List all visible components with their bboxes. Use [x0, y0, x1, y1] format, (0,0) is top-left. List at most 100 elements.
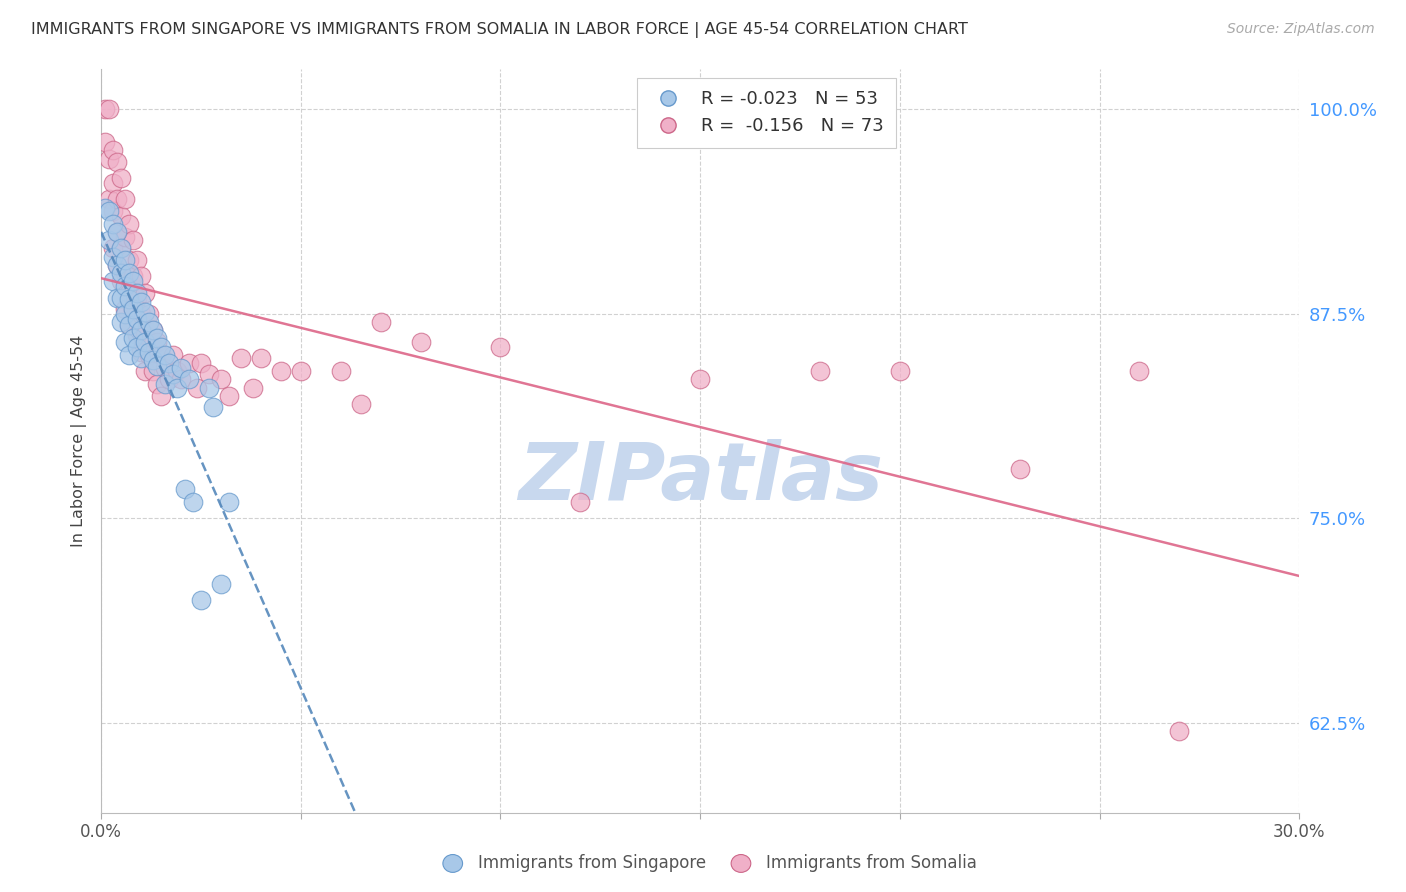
Point	[162, 348, 184, 362]
Point	[129, 295, 152, 310]
Point	[125, 328, 148, 343]
Point	[250, 351, 273, 365]
Text: Immigrants from Singapore: Immigrants from Singapore	[478, 855, 706, 872]
Point	[138, 344, 160, 359]
Point	[101, 144, 124, 158]
Y-axis label: In Labor Force | Age 45-54: In Labor Force | Age 45-54	[72, 334, 87, 547]
Point	[146, 359, 169, 374]
Point	[150, 340, 173, 354]
Point	[489, 340, 512, 354]
Point	[105, 258, 128, 272]
Point	[1128, 364, 1150, 378]
Point	[118, 318, 141, 333]
Point	[105, 154, 128, 169]
Point	[150, 348, 173, 362]
Text: IMMIGRANTS FROM SINGAPORE VS IMMIGRANTS FROM SOMALIA IN LABOR FORCE | AGE 45-54 : IMMIGRANTS FROM SINGAPORE VS IMMIGRANTS …	[31, 22, 967, 38]
Point	[110, 242, 132, 256]
Point	[118, 266, 141, 280]
Point	[134, 328, 156, 343]
Point	[229, 351, 252, 365]
Point	[190, 593, 212, 607]
Point	[808, 364, 831, 378]
Point	[329, 364, 352, 378]
Point	[689, 372, 711, 386]
Point	[105, 225, 128, 239]
Point	[110, 209, 132, 223]
Point	[114, 193, 136, 207]
Point	[129, 307, 152, 321]
Point	[350, 397, 373, 411]
Point	[125, 311, 148, 326]
Point	[370, 315, 392, 329]
Point	[98, 152, 121, 166]
Point	[201, 400, 224, 414]
Point	[138, 315, 160, 329]
Point	[242, 380, 264, 394]
Point	[105, 258, 128, 272]
Point	[153, 348, 176, 362]
Point	[129, 323, 152, 337]
Point	[122, 274, 145, 288]
Point	[101, 217, 124, 231]
Point	[114, 230, 136, 244]
Text: Immigrants from Somalia: Immigrants from Somalia	[766, 855, 977, 872]
Point	[118, 318, 141, 333]
Point	[125, 340, 148, 354]
Point	[98, 103, 121, 117]
Point	[98, 233, 121, 247]
Point	[110, 274, 132, 288]
Point	[1008, 462, 1031, 476]
Point	[146, 377, 169, 392]
Point	[174, 482, 197, 496]
Point	[146, 334, 169, 349]
Point	[122, 233, 145, 247]
Point	[889, 364, 911, 378]
Point	[142, 364, 165, 378]
Point	[98, 193, 121, 207]
Point	[170, 372, 193, 386]
Point	[218, 495, 240, 509]
Point	[1168, 724, 1191, 739]
Point	[118, 285, 141, 300]
Point	[125, 252, 148, 267]
Point	[118, 292, 141, 306]
Point	[114, 252, 136, 267]
Point	[101, 203, 124, 218]
Point	[181, 495, 204, 509]
Point	[290, 364, 312, 378]
Point	[153, 360, 176, 375]
Point	[138, 307, 160, 321]
Point	[101, 250, 124, 264]
Point	[129, 351, 152, 365]
Point	[94, 103, 117, 117]
Point	[98, 203, 121, 218]
Point	[125, 291, 148, 305]
Point	[166, 364, 188, 378]
Point	[101, 274, 124, 288]
Point	[110, 266, 132, 280]
Text: ZIPatlas: ZIPatlas	[517, 439, 883, 517]
Point	[134, 305, 156, 319]
Point	[409, 334, 432, 349]
Point	[209, 372, 232, 386]
Point	[105, 193, 128, 207]
Point	[118, 348, 141, 362]
Point	[101, 176, 124, 190]
Point	[177, 372, 200, 386]
Point	[134, 285, 156, 300]
Point	[110, 171, 132, 186]
Point	[190, 356, 212, 370]
Point	[198, 368, 221, 382]
Point	[122, 301, 145, 316]
Point	[177, 356, 200, 370]
Point	[186, 380, 208, 394]
Point	[209, 577, 232, 591]
Point	[110, 291, 132, 305]
Point	[218, 389, 240, 403]
Point	[114, 334, 136, 349]
Point	[122, 331, 145, 345]
Point	[105, 291, 128, 305]
Legend: R = -0.023   N = 53, R =  -0.156   N = 73: R = -0.023 N = 53, R = -0.156 N = 73	[637, 78, 896, 148]
Point	[150, 389, 173, 403]
Point	[118, 252, 141, 267]
